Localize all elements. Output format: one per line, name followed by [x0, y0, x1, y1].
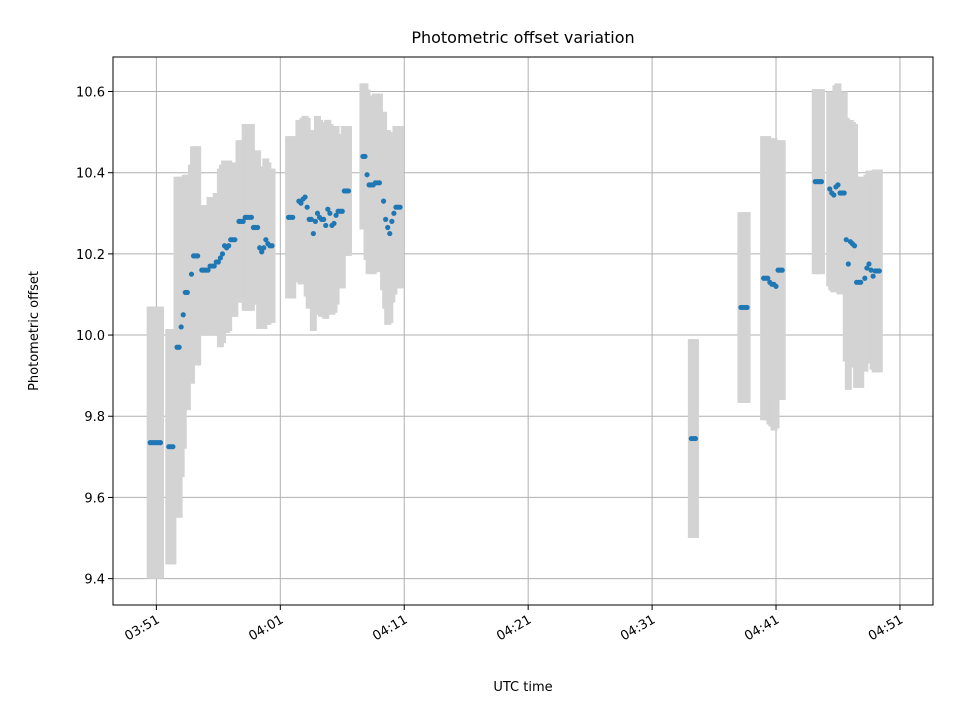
data-point [298, 200, 304, 206]
data-point [304, 204, 310, 210]
x-tick-label: 04:41 [742, 612, 782, 644]
y-tick-label: 10.4 [76, 167, 105, 182]
x-axis-label: UTC time [493, 680, 552, 695]
x-tick-label: 04:51 [866, 612, 906, 644]
data-point [314, 210, 321, 216]
y-tick-label: 9.6 [84, 491, 105, 506]
data-point [380, 198, 387, 204]
data-point [862, 275, 868, 281]
data-point [773, 283, 779, 289]
data-point [302, 194, 308, 200]
data-point [845, 261, 851, 267]
x-tick-label: 04:11 [370, 612, 410, 644]
data-point [868, 267, 874, 273]
data-point [157, 440, 164, 446]
data-point [841, 190, 847, 196]
data-point [331, 220, 337, 227]
y-tick-label: 10.2 [76, 248, 105, 263]
grid [113, 57, 933, 605]
data-point [259, 249, 265, 255]
data-point [325, 206, 331, 212]
data-point [254, 224, 261, 231]
data-point [217, 255, 224, 261]
data-point [692, 435, 699, 442]
data-point [345, 188, 352, 194]
y-axis-label: Photometric offset [27, 271, 42, 391]
data-point [327, 210, 333, 216]
data-point [310, 230, 316, 237]
data-point [321, 216, 327, 222]
data-point [391, 210, 397, 216]
data-point [261, 245, 267, 251]
data-point [364, 172, 370, 178]
data-point [818, 179, 825, 185]
data-point [851, 243, 858, 249]
data-point [195, 253, 201, 259]
data-point [827, 186, 833, 192]
data-point [257, 245, 263, 251]
y-tick-label: 10.0 [76, 329, 105, 344]
data-point [178, 324, 184, 330]
data-point [184, 289, 190, 296]
data-point [215, 259, 221, 265]
data-point [290, 214, 296, 220]
data-point [389, 218, 395, 224]
data-point [397, 204, 403, 210]
y-tick-label: 9.8 [84, 410, 105, 425]
data-point [383, 216, 389, 222]
data-point [843, 237, 849, 243]
data-point [219, 251, 226, 257]
data-point [765, 275, 771, 281]
data-points [147, 153, 882, 450]
data-point [308, 216, 314, 222]
data-point [188, 271, 195, 277]
data-point [226, 243, 232, 249]
chart-title: Photometric offset variation [411, 28, 634, 47]
x-tick-label: 03:51 [122, 612, 162, 644]
data-point [744, 304, 750, 311]
y-tick-label: 9.4 [84, 573, 105, 588]
data-point [876, 268, 882, 274]
data-point [211, 263, 217, 269]
plot-frame [112, 56, 934, 606]
data-point [205, 267, 211, 273]
data-point [232, 237, 238, 243]
data-point [858, 279, 864, 285]
error-bars [146, 83, 883, 579]
data-point [263, 237, 269, 243]
data-point [864, 265, 870, 271]
data-point [180, 312, 186, 318]
data-point [385, 224, 391, 231]
y-tick-label: 10.6 [76, 86, 105, 101]
y-axis-ticks: 9.4 9.6 9.8 10.0 10.2 10.4 10.6 [76, 86, 113, 588]
x-tick-label: 04:21 [494, 612, 534, 644]
x-tick-label: 04:31 [618, 612, 658, 644]
data-point [269, 243, 275, 249]
data-point [779, 267, 785, 273]
x-axis-ticks: 03:51 04:01 04:11 04:21 04:31 04:41 04:51 [122, 605, 906, 644]
data-point [376, 180, 383, 186]
data-point [248, 214, 254, 220]
data-point [312, 218, 319, 224]
x-tick-label: 04:01 [246, 612, 286, 644]
data-point [333, 212, 339, 218]
data-point [387, 230, 393, 237]
data-point [870, 273, 876, 279]
data-point [323, 222, 329, 229]
data-point [170, 444, 176, 450]
data-point [362, 153, 368, 160]
data-point [176, 344, 182, 350]
data-point [866, 261, 872, 267]
data-point [831, 192, 837, 198]
data-point [240, 218, 246, 224]
data-point [339, 208, 345, 214]
data-point [835, 182, 841, 188]
